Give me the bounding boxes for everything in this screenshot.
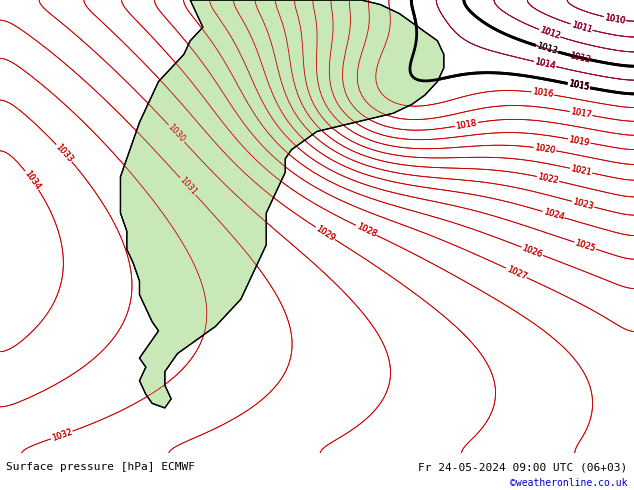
Text: 1032: 1032 bbox=[50, 427, 73, 443]
Text: 1012: 1012 bbox=[538, 25, 561, 41]
Text: 1019: 1019 bbox=[568, 135, 590, 147]
Text: 1013: 1013 bbox=[569, 51, 592, 64]
Text: 1017: 1017 bbox=[570, 107, 592, 120]
Polygon shape bbox=[120, 0, 444, 408]
Text: 1028: 1028 bbox=[355, 222, 378, 239]
Text: 1013: 1013 bbox=[569, 51, 592, 64]
Text: 1032: 1032 bbox=[50, 427, 73, 443]
Text: 1017: 1017 bbox=[570, 107, 592, 120]
Text: 1034: 1034 bbox=[22, 169, 42, 192]
Text: Fr 24-05-2024 09:00 UTC (06+03): Fr 24-05-2024 09:00 UTC (06+03) bbox=[418, 462, 628, 472]
Text: 1030: 1030 bbox=[166, 122, 187, 144]
Text: 1019: 1019 bbox=[568, 135, 590, 147]
Text: 1026: 1026 bbox=[521, 243, 544, 259]
Text: 1015: 1015 bbox=[567, 79, 590, 92]
Text: 1014: 1014 bbox=[534, 57, 556, 71]
Text: 1010: 1010 bbox=[604, 13, 626, 25]
Text: 1023: 1023 bbox=[572, 197, 595, 211]
Text: 1023: 1023 bbox=[572, 197, 595, 211]
Text: 1013: 1013 bbox=[569, 51, 592, 64]
Text: 1030: 1030 bbox=[166, 122, 187, 144]
Text: ©weatheronline.co.uk: ©weatheronline.co.uk bbox=[510, 478, 628, 489]
Text: 1027: 1027 bbox=[505, 264, 528, 281]
Text: 1011: 1011 bbox=[570, 20, 593, 34]
Text: 1026: 1026 bbox=[521, 243, 544, 259]
Text: 1016: 1016 bbox=[532, 87, 554, 99]
Text: 1022: 1022 bbox=[537, 172, 559, 186]
Text: 1029: 1029 bbox=[314, 224, 337, 243]
Text: 1020: 1020 bbox=[534, 143, 556, 155]
Text: 1031: 1031 bbox=[178, 175, 198, 197]
Text: 1034: 1034 bbox=[22, 169, 42, 192]
Text: 1029: 1029 bbox=[314, 224, 337, 243]
Text: 1031: 1031 bbox=[178, 175, 198, 197]
Text: 1015: 1015 bbox=[567, 79, 590, 92]
Text: 1018: 1018 bbox=[455, 118, 477, 130]
Text: 1016: 1016 bbox=[532, 87, 554, 99]
Text: 1014: 1014 bbox=[534, 57, 556, 71]
Text: 1013: 1013 bbox=[536, 42, 559, 56]
Text: 1021: 1021 bbox=[570, 164, 592, 177]
Text: 1033: 1033 bbox=[54, 142, 75, 164]
Text: 1015: 1015 bbox=[567, 79, 590, 92]
Text: 1020: 1020 bbox=[534, 143, 556, 155]
Text: 1027: 1027 bbox=[505, 264, 528, 281]
Text: 1014: 1014 bbox=[534, 57, 556, 71]
Text: 1012: 1012 bbox=[538, 25, 561, 41]
Text: 1018: 1018 bbox=[455, 118, 477, 130]
Text: 1015: 1015 bbox=[567, 79, 590, 92]
Text: 1024: 1024 bbox=[542, 207, 565, 222]
Text: 1013: 1013 bbox=[536, 42, 559, 56]
Text: 1011: 1011 bbox=[570, 20, 593, 34]
Text: 1015: 1015 bbox=[567, 79, 590, 92]
Text: 1028: 1028 bbox=[355, 222, 378, 239]
Text: 1022: 1022 bbox=[537, 172, 559, 186]
Text: 1021: 1021 bbox=[570, 164, 592, 177]
Text: 1025: 1025 bbox=[574, 238, 597, 253]
Text: 1010: 1010 bbox=[604, 13, 626, 25]
Text: 1024: 1024 bbox=[542, 207, 565, 222]
Text: 1025: 1025 bbox=[574, 238, 597, 253]
Text: 1010: 1010 bbox=[604, 13, 626, 25]
Text: 1012: 1012 bbox=[538, 25, 561, 41]
Text: 1011: 1011 bbox=[570, 20, 593, 34]
Text: Surface pressure [hPa] ECMWF: Surface pressure [hPa] ECMWF bbox=[6, 462, 195, 472]
Text: 1033: 1033 bbox=[54, 142, 75, 164]
